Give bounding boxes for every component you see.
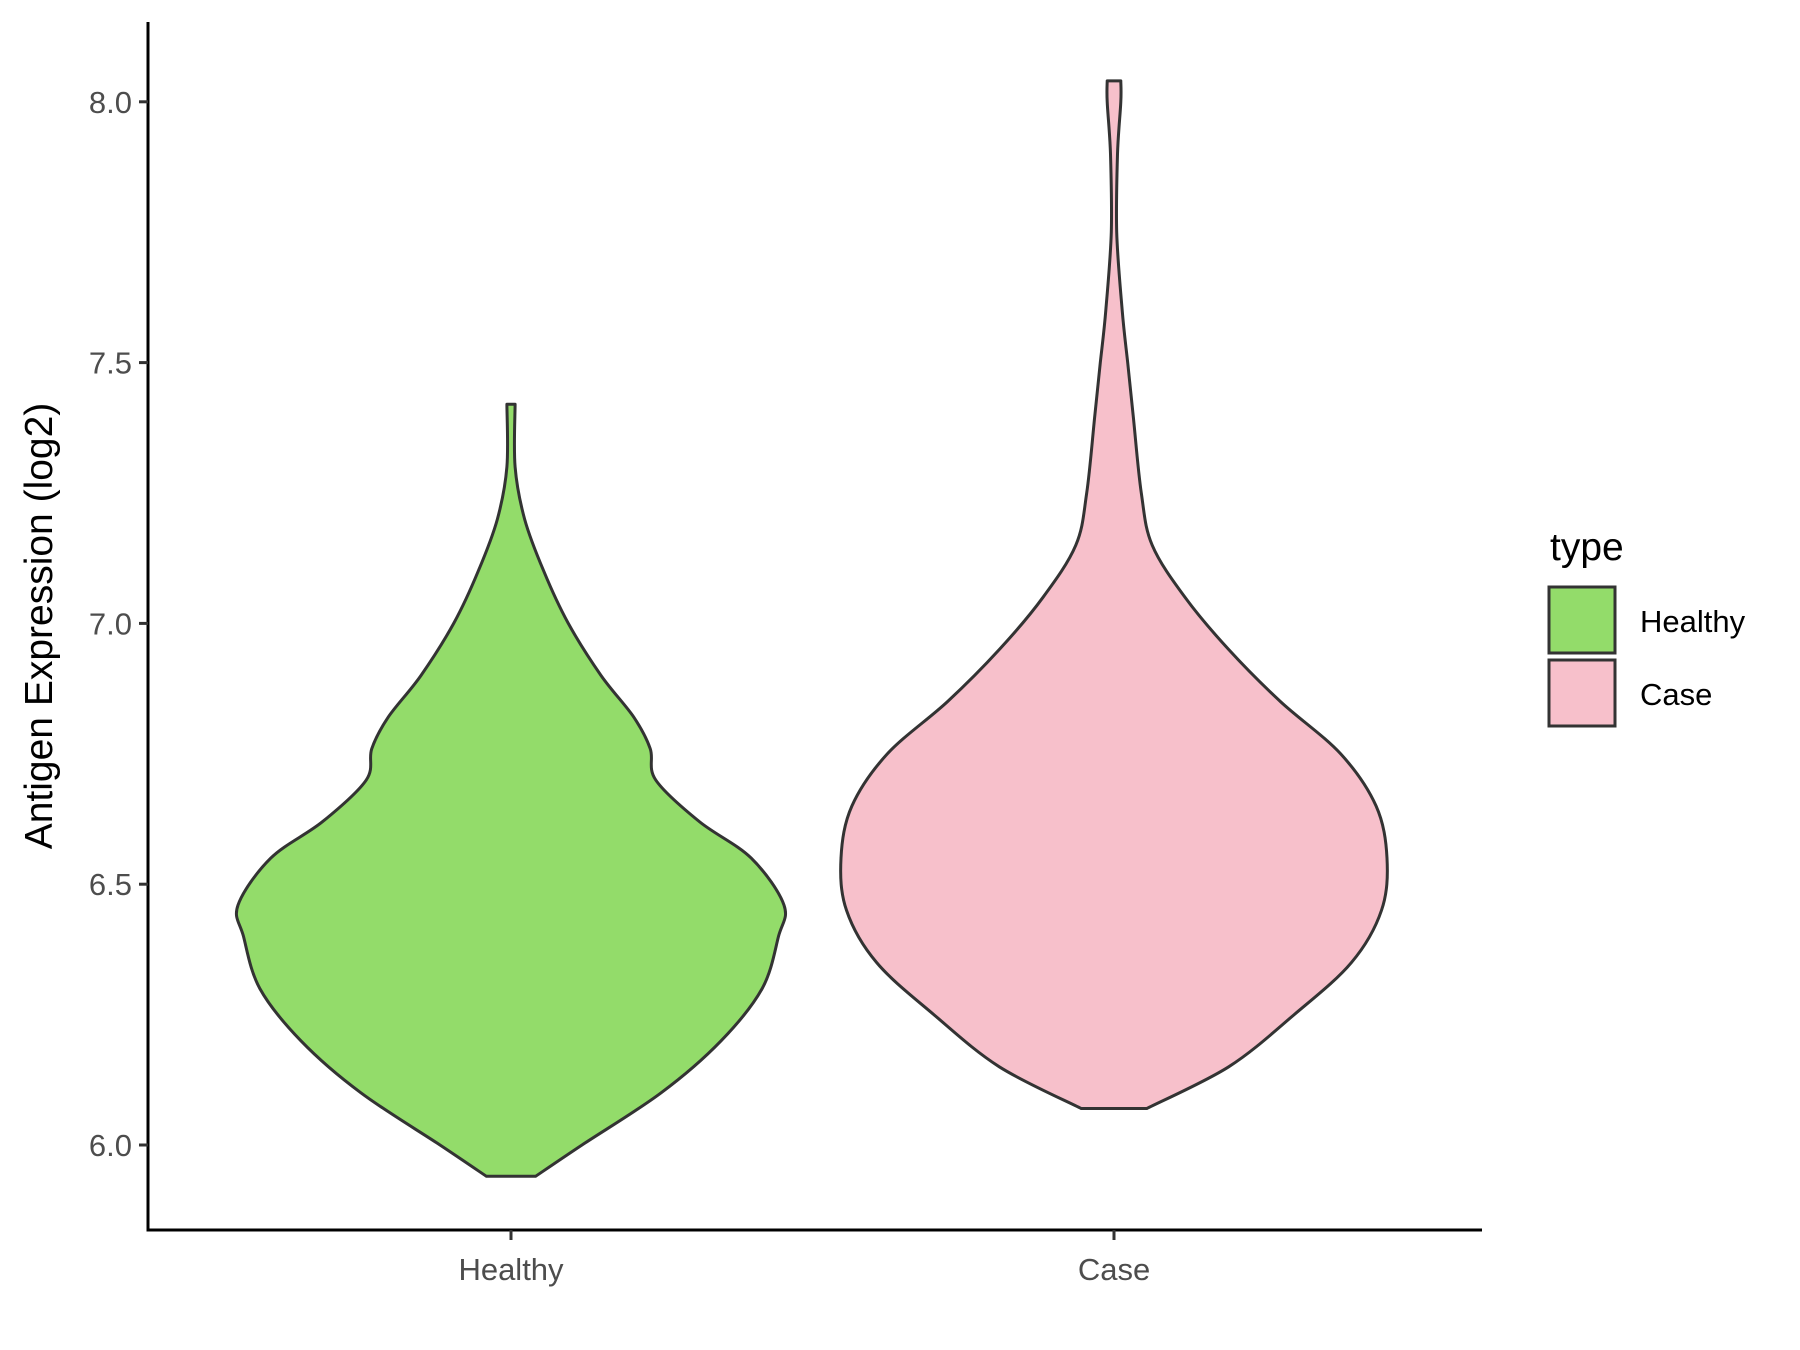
x-axis-ticks: Healthy Case [458,1230,1150,1287]
y-axis-ticks: 6.0 6.5 7.0 7.5 8.0 [89,85,148,1163]
y-axis-title: Antigen Expression (log2) [18,403,61,850]
x-tick-label: Case [1078,1252,1150,1287]
legend: Healthy Case [1547,585,1746,728]
legend-title: type [1550,526,1624,569]
y-tick-label: 6.5 [89,867,132,902]
violin-healthy [234,402,788,1178]
y-tick-label: 6.0 [89,1128,132,1163]
y-tick-label: 7.0 [89,606,132,641]
x-tick-label: Healthy [458,1252,564,1287]
legend-label-case: Case [1640,677,1712,712]
legend-swatch-case [1547,658,1617,728]
y-tick-label: 7.5 [89,346,132,381]
y-tick-label: 8.0 [89,85,132,120]
violin-case [839,79,1389,1110]
violin-layer [234,79,1389,1178]
legend-swatch-healthy [1547,585,1617,655]
legend-label-healthy: Healthy [1640,604,1746,639]
